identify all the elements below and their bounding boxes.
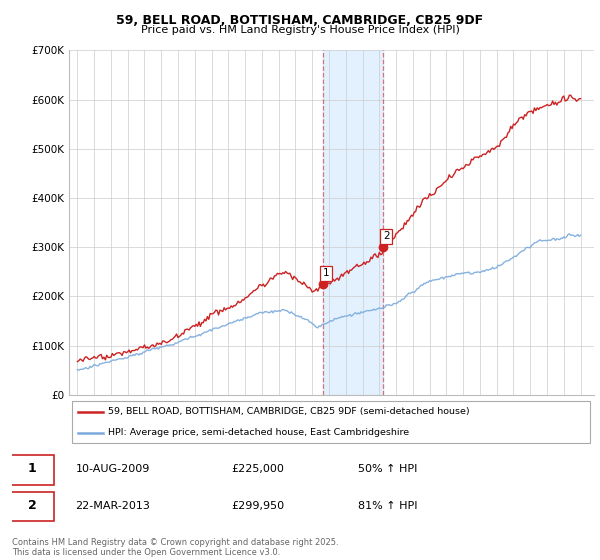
Text: 2: 2	[28, 499, 37, 512]
FancyBboxPatch shape	[11, 492, 54, 521]
Text: £299,950: £299,950	[231, 501, 284, 511]
Text: 22-MAR-2013: 22-MAR-2013	[76, 501, 150, 511]
Text: 10-AUG-2009: 10-AUG-2009	[76, 464, 150, 474]
Bar	[323, 50, 383, 395]
Text: 81% ↑ HPI: 81% ↑ HPI	[358, 501, 417, 511]
Text: Price paid vs. HM Land Registry's House Price Index (HPI): Price paid vs. HM Land Registry's House …	[140, 25, 460, 35]
Text: HPI: Average price, semi-detached house, East Cambridgeshire: HPI: Average price, semi-detached house,…	[109, 428, 409, 437]
Text: 1: 1	[323, 268, 329, 278]
Text: Contains HM Land Registry data © Crown copyright and database right 2025.
This d: Contains HM Land Registry data © Crown c…	[12, 538, 338, 557]
FancyBboxPatch shape	[71, 401, 590, 444]
FancyBboxPatch shape	[11, 455, 54, 484]
Text: 59, BELL ROAD, BOTTISHAM, CAMBRIDGE, CB25 9DF (semi-detached house): 59, BELL ROAD, BOTTISHAM, CAMBRIDGE, CB2…	[109, 407, 470, 416]
Text: 50% ↑ HPI: 50% ↑ HPI	[358, 464, 417, 474]
Text: 2: 2	[383, 231, 389, 241]
Text: £225,000: £225,000	[231, 464, 284, 474]
Text: 59, BELL ROAD, BOTTISHAM, CAMBRIDGE, CB25 9DF: 59, BELL ROAD, BOTTISHAM, CAMBRIDGE, CB2…	[116, 14, 484, 27]
Text: 1: 1	[28, 463, 37, 475]
